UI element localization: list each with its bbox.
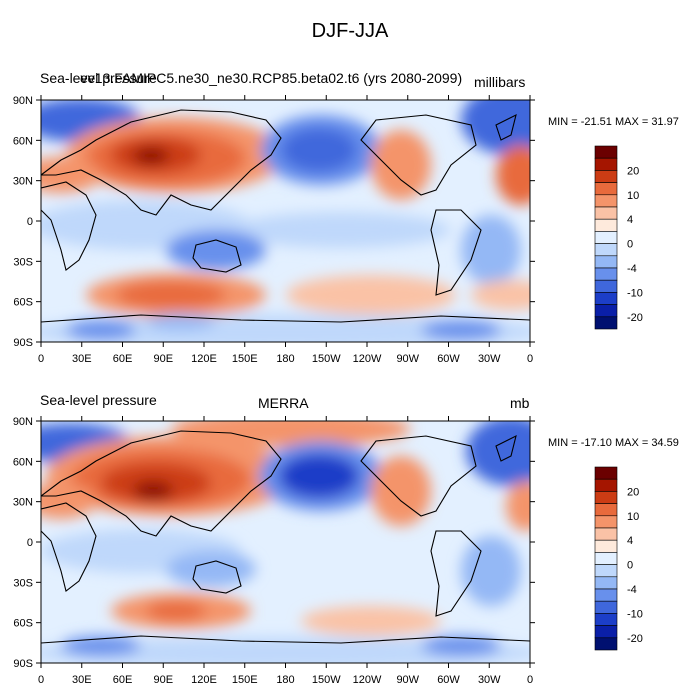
colorbar-label: 4 [627, 214, 633, 226]
lon-tick-label: 120E [191, 674, 217, 686]
lon-tick-label: 120W [353, 353, 382, 365]
lat-tick-label: 90N [13, 95, 33, 107]
lon-tick-label: 0 [38, 353, 44, 365]
colorbar-label: -10 [627, 608, 643, 620]
lon-tick-label: 30W [478, 353, 501, 365]
lon-tick-label: 90W [396, 674, 419, 686]
colorbar-swatch [594, 279, 618, 293]
lat-tick-label: 0 [27, 216, 33, 228]
colorbar-label: 10 [627, 511, 639, 523]
lon-tick-label: 0 [38, 674, 44, 686]
colorbar-swatch [594, 527, 618, 541]
colorbar-swatch [594, 170, 618, 183]
lon-tick-label: 90E [153, 674, 173, 686]
lon-tick-label: 180 [276, 674, 294, 686]
panel2-right-label: mb [510, 395, 530, 411]
colorbar-swatch [594, 637, 618, 651]
panel1-left-label: Sea-level pressure [40, 70, 157, 86]
colorbar-swatch [594, 145, 618, 159]
lon-tick-label: 150E [232, 674, 258, 686]
colorbar-swatch [594, 478, 618, 492]
colorbar-label: 20 [627, 486, 639, 498]
lon-tick-label: 150W [312, 674, 341, 686]
panel2-min-max: MIN = -17.10 MAX = 34.59 [548, 437, 679, 449]
colorbar-swatch [594, 292, 618, 305]
lat-tick-label: 90S [13, 658, 33, 670]
colorbar-swatch [594, 243, 618, 257]
colorbar-swatch [594, 182, 618, 196]
colorbar-swatch [594, 157, 618, 171]
colorbar-swatch [594, 491, 618, 504]
lat-tick-label: 90N [13, 416, 33, 428]
colorbar-label: -4 [627, 584, 637, 596]
colorbar-swatch [594, 613, 618, 626]
lon-tick-label: 90W [396, 353, 419, 365]
colorbar-swatch [594, 218, 618, 232]
panel2-center-label: MERRA [258, 395, 309, 411]
colorbar-swatch [594, 515, 618, 529]
colorbar-label: -20 [627, 633, 643, 645]
colorbar-label: -20 [627, 312, 643, 324]
lon-tick-label: 90E [153, 353, 173, 365]
colorbar-label: 4 [627, 535, 633, 547]
colorbar-swatch [594, 564, 618, 578]
colorbar-swatch [594, 231, 618, 244]
colorbar-label: 0 [627, 239, 633, 251]
panel1-min-max: MIN = -21.51 MAX = 31.97 [548, 116, 679, 128]
colorbar-swatch [594, 194, 618, 208]
lon-tick-label: 60W [437, 353, 460, 365]
lat-tick-label: 60S [13, 618, 33, 630]
colorbar-label: 0 [627, 560, 633, 572]
panel2-left-label: Sea-level pressure [40, 392, 157, 408]
lat-tick-label: 0 [27, 537, 33, 549]
colorbar-swatch [594, 625, 618, 639]
lon-tick-label: 150W [312, 353, 341, 365]
lat-tick-label: 60N [13, 456, 33, 468]
lon-tick-label: 0 [527, 674, 533, 686]
lon-tick-label: 180 [276, 353, 294, 365]
colorbar-label: 10 [627, 190, 639, 202]
lat-tick-label: 30N [13, 497, 33, 509]
lon-tick-label: 60E [113, 353, 133, 365]
colorbar-swatch [594, 206, 618, 220]
lon-tick-label: 30W [478, 674, 501, 686]
colorbar-swatch [594, 267, 618, 281]
colorbar-swatch [594, 539, 618, 553]
lat-tick-label: 60N [13, 135, 33, 147]
lat-tick-label: 30S [13, 577, 33, 589]
panel1-right-label: millibars [474, 74, 526, 90]
colorbar-swatch [594, 552, 618, 565]
colorbar-swatch [594, 304, 618, 318]
colorbar-swatch [594, 503, 618, 517]
panel1-map [40, 99, 531, 343]
panel2-map [40, 420, 531, 664]
lon-tick-label: 30E [72, 353, 92, 365]
lon-tick-label: 120E [191, 353, 217, 365]
colorbar-label: -4 [627, 263, 637, 275]
lat-tick-label: 30S [13, 256, 33, 268]
colorbar-swatch [594, 255, 618, 269]
lat-tick-label: 90S [13, 337, 33, 349]
lat-tick-label: 60S [13, 297, 33, 309]
colorbar-label: 20 [627, 165, 639, 177]
colorbar-swatch [594, 588, 618, 602]
lon-tick-label: 30E [72, 674, 92, 686]
lon-tick-label: 60E [113, 674, 133, 686]
lon-tick-label: 150E [232, 353, 258, 365]
colorbar-label: -10 [627, 287, 643, 299]
colorbar-swatch [594, 600, 618, 614]
lat-tick-label: 30N [13, 176, 33, 188]
lon-tick-label: 60W [437, 674, 460, 686]
colorbar-swatch [594, 466, 618, 480]
lon-tick-label: 0 [527, 353, 533, 365]
colorbar-swatch [594, 316, 618, 330]
panel1-center-label: ev13.FAMIPC5.ne30_ne30.RCP85.beta02.t6 (… [80, 70, 463, 86]
colorbar-swatch [594, 576, 618, 590]
lon-tick-label: 120W [353, 674, 382, 686]
figure-title: DJF-JJA [311, 20, 389, 42]
